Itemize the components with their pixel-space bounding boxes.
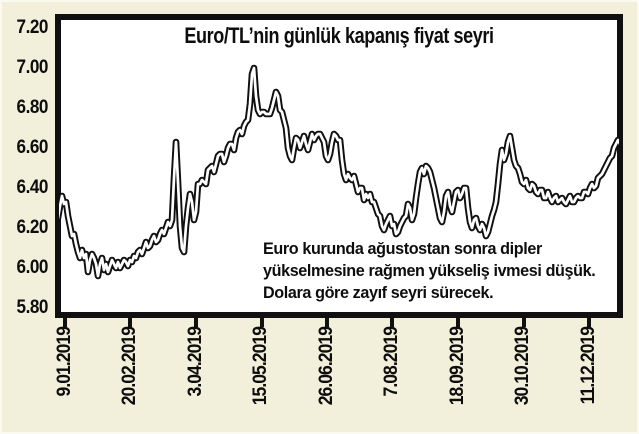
x-axis-tick-mark <box>390 318 394 327</box>
chart-title: Euro/TL’nin günlük kapanış fiyat seyri <box>184 23 494 48</box>
y-axis-tick-label: 5.80 <box>16 297 49 318</box>
y-axis-tick-label: 7.00 <box>16 57 49 78</box>
x-axis-tick-mark <box>63 318 67 327</box>
x-axis-tick-mark <box>522 318 526 327</box>
y-axis-tick-label: 6.00 <box>16 257 49 278</box>
x-axis-tick-label: 15.05.2019 <box>250 327 271 406</box>
annotation-line: Dolara göre zayıf seyri sürecek. <box>263 283 494 302</box>
x-axis-tick-label: 18.09.2019 <box>447 327 468 406</box>
x-axis-tick-mark <box>128 318 132 327</box>
x-axis-tick-mark <box>587 318 591 327</box>
x-axis-tick-label: 20.02.2019 <box>119 327 140 406</box>
x-axis-tick-mark <box>260 318 264 327</box>
x-axis-tick-mark <box>194 318 198 327</box>
x-axis-tick-label: 9.01.2019 <box>54 327 75 397</box>
y-axis-tick-label: 6.80 <box>16 97 49 118</box>
x-axis-tick-label: 11.12.2019 <box>578 327 599 405</box>
x-axis-tick-mark <box>456 318 460 327</box>
plot-border <box>55 14 623 318</box>
plot-area <box>55 14 623 318</box>
annotation-line: Euro kurunda ağustostan sonra dipler <box>263 239 542 258</box>
x-axis-tick-label: 3.04.2019 <box>185 327 206 397</box>
price-line <box>59 66 619 278</box>
y-axis-tick-label: 7.20 <box>16 17 49 38</box>
y-axis-tick-label: 6.60 <box>16 137 49 158</box>
y-axis-tick-label: 6.40 <box>16 177 49 198</box>
y-axis-tick-label: 6.20 <box>16 217 49 238</box>
x-axis-tick-label: 7.08.2019 <box>381 327 402 397</box>
x-axis-tick-mark <box>325 318 329 327</box>
x-axis-tick-label: 26.06.2019 <box>316 327 337 406</box>
annotation-line: yükselmesine rağmen yükseliş ivmesi düşü… <box>263 261 596 280</box>
annotation: Euro kurunda ağustostan sonra dipler yük… <box>263 238 596 304</box>
x-axis-tick-label: 30.10.2019 <box>512 327 533 406</box>
